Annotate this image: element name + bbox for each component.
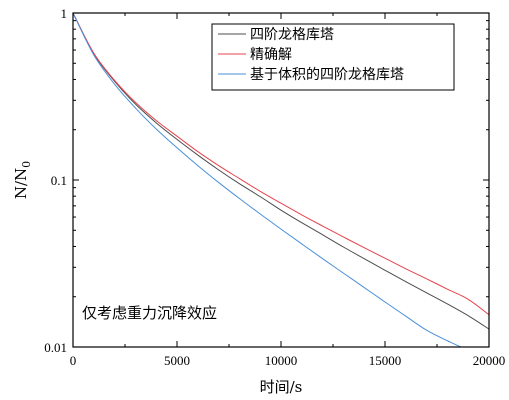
annotation-text: 仅考虑重力沉降效应 <box>82 304 217 322</box>
series-line-2 <box>73 13 463 347</box>
x-tick-label: 5000 <box>164 353 190 368</box>
y-axis-label-main: N/N <box>12 168 30 199</box>
legend-label: 基于体积的四阶龙格库塔 <box>250 66 404 83</box>
x-axis-label: 时间/s <box>260 378 303 396</box>
y-axis-label-subscript: 0 <box>20 161 33 168</box>
x-tick-label: 0 <box>70 353 77 368</box>
legend-box <box>211 23 455 91</box>
y-axis-label-group: N/N0 <box>12 161 33 199</box>
series-line-0 <box>73 13 489 330</box>
legend-label: 精确解 <box>250 47 292 63</box>
series-line-1 <box>73 13 489 316</box>
x-tick-label: 10000 <box>265 353 298 368</box>
y-tick-label: 1 <box>61 6 68 21</box>
y-tick-label: 0.1 <box>51 173 67 188</box>
y-axis-label: N/N0 <box>12 161 33 199</box>
y-tick-label: 0.01 <box>44 340 67 355</box>
x-tick-label: 20000 <box>473 353 506 368</box>
series-layer <box>73 13 489 347</box>
legend-label: 四阶龙格库塔 <box>250 27 334 43</box>
axes: 0 5000 10000 15000 20000 0.01 0.1 1 <box>44 6 505 368</box>
x-tick-label: 15000 <box>369 353 402 368</box>
